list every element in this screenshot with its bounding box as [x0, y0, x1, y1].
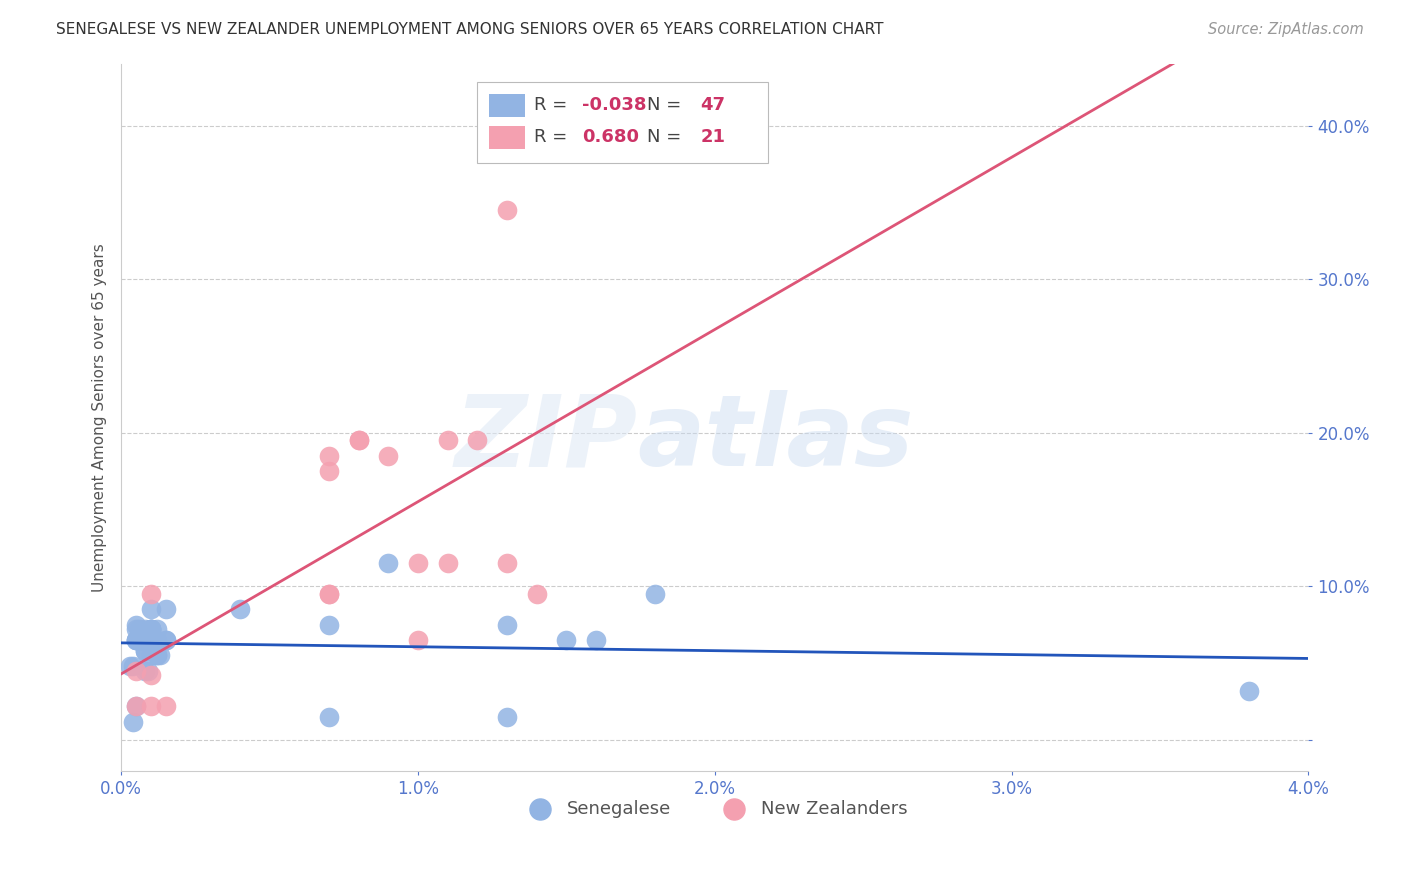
Point — [139, 633, 162, 648]
Point — [585, 633, 607, 648]
Point — [155, 699, 177, 714]
Text: R =: R = — [534, 96, 574, 114]
Text: Source: ZipAtlas.com: Source: ZipAtlas.com — [1208, 22, 1364, 37]
Point — [139, 602, 162, 616]
Point — [496, 557, 519, 571]
Point — [496, 617, 519, 632]
Point — [134, 644, 156, 658]
Point — [644, 587, 666, 601]
Point — [139, 587, 162, 601]
Point — [377, 449, 399, 463]
Text: R =: R = — [534, 128, 574, 146]
Point — [229, 602, 252, 616]
Point — [139, 633, 162, 648]
Text: N =: N = — [647, 128, 688, 146]
Point — [128, 633, 150, 648]
Point — [131, 633, 153, 648]
Point — [155, 633, 177, 648]
Text: 47: 47 — [700, 96, 725, 114]
Point — [146, 648, 169, 663]
Point — [155, 633, 177, 648]
Point — [146, 633, 169, 648]
Point — [139, 623, 162, 637]
Point — [555, 633, 578, 648]
Point — [139, 668, 162, 682]
Point — [526, 587, 548, 601]
Point — [120, 659, 142, 673]
Text: 21: 21 — [700, 128, 725, 146]
Point — [139, 623, 162, 637]
Point — [436, 557, 458, 571]
Point — [125, 633, 148, 648]
FancyBboxPatch shape — [478, 82, 768, 163]
Point — [318, 449, 340, 463]
Point — [139, 628, 162, 642]
Point — [318, 710, 340, 724]
Point — [139, 623, 162, 637]
Point — [318, 587, 340, 601]
Point — [125, 664, 148, 678]
Text: N =: N = — [647, 96, 688, 114]
Point — [131, 633, 153, 648]
Point — [122, 714, 145, 729]
Point — [139, 633, 162, 648]
Point — [406, 633, 429, 648]
Point — [155, 602, 177, 616]
Point — [377, 557, 399, 571]
Point — [134, 623, 156, 637]
Point — [125, 699, 148, 714]
Text: SENEGALESE VS NEW ZEALANDER UNEMPLOYMENT AMONG SENIORS OVER 65 YEARS CORRELATION: SENEGALESE VS NEW ZEALANDER UNEMPLOYMENT… — [56, 22, 884, 37]
Point — [125, 623, 148, 637]
Point — [1237, 683, 1260, 698]
Point — [146, 623, 169, 637]
Point — [318, 587, 340, 601]
Point — [318, 464, 340, 478]
Text: -0.038: -0.038 — [582, 96, 647, 114]
Y-axis label: Unemployment Among Seniors over 65 years: Unemployment Among Seniors over 65 years — [93, 243, 107, 591]
Point — [406, 557, 429, 571]
Point — [149, 648, 172, 663]
Point — [347, 434, 370, 448]
Point — [139, 633, 162, 648]
Text: atlas: atlas — [638, 390, 914, 487]
Point — [134, 664, 156, 678]
Text: 0.680: 0.680 — [582, 128, 638, 146]
Point — [125, 699, 148, 714]
Legend: Senegalese, New Zealanders: Senegalese, New Zealanders — [515, 793, 915, 825]
Point — [146, 648, 169, 663]
Point — [128, 623, 150, 637]
FancyBboxPatch shape — [489, 126, 524, 149]
Point — [347, 434, 370, 448]
Point — [136, 664, 159, 678]
Point — [134, 644, 156, 658]
Point — [139, 623, 162, 637]
Point — [139, 648, 162, 663]
Point — [496, 710, 519, 724]
Point — [496, 202, 519, 217]
Point — [467, 434, 489, 448]
Point — [318, 617, 340, 632]
Point — [125, 617, 148, 632]
FancyBboxPatch shape — [489, 94, 524, 117]
Point — [125, 633, 148, 648]
Point — [125, 633, 148, 648]
Point — [139, 699, 162, 714]
Point — [122, 659, 145, 673]
Text: ZIP: ZIP — [454, 390, 638, 487]
Point — [436, 434, 458, 448]
